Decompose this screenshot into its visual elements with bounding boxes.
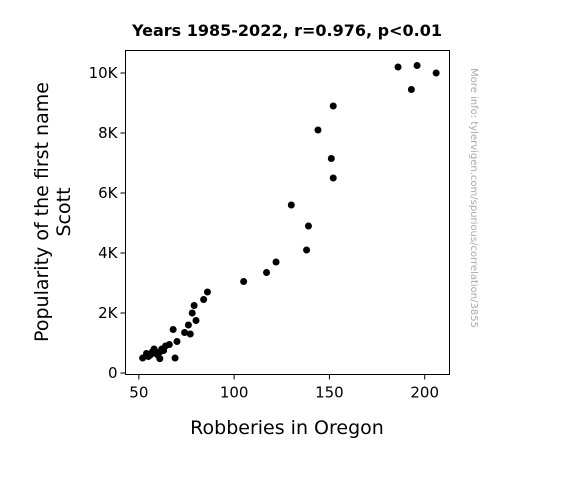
data-point bbox=[169, 326, 177, 333]
data-point bbox=[394, 63, 402, 71]
x-axis-label: Robberies in Oregon bbox=[190, 417, 384, 439]
data-point bbox=[327, 155, 335, 162]
y-tick-label: 6K bbox=[98, 184, 119, 202]
data-point bbox=[240, 278, 248, 285]
data-point bbox=[407, 86, 415, 93]
data-point bbox=[192, 317, 200, 324]
data-point bbox=[432, 69, 440, 77]
y-tick-label: 2K bbox=[98, 304, 119, 322]
data-point bbox=[188, 309, 196, 317]
data-point bbox=[173, 338, 181, 345]
data-points bbox=[139, 62, 440, 363]
x-tick-label: 150 bbox=[315, 384, 344, 402]
data-point bbox=[329, 102, 337, 110]
y-axis-label: Popularity of the first name Scott bbox=[31, 82, 75, 342]
x-tick-label: 200 bbox=[410, 384, 439, 402]
data-point bbox=[314, 126, 322, 134]
data-point bbox=[200, 296, 208, 303]
data-point bbox=[171, 354, 179, 362]
data-point bbox=[329, 174, 337, 182]
x-tick-label: 50 bbox=[129, 384, 148, 402]
data-point bbox=[181, 329, 189, 336]
source-note: More info: tylervigen.com/spurious/corre… bbox=[468, 68, 479, 328]
y-tick-label: 0 bbox=[108, 364, 118, 382]
y-tick-label: 4K bbox=[98, 244, 119, 262]
y-axis-label-line-2: Scott bbox=[53, 187, 75, 236]
data-point bbox=[203, 288, 211, 296]
x-axis-ticks: 50 100 150 200 bbox=[129, 374, 439, 402]
data-point bbox=[287, 201, 295, 209]
x-tick-label: 100 bbox=[220, 384, 249, 402]
data-point bbox=[186, 330, 194, 338]
data-point bbox=[272, 258, 280, 266]
y-tick-label: 10K bbox=[89, 64, 119, 82]
data-point bbox=[303, 246, 311, 254]
y-axis-label-line-1: Popularity of the first name bbox=[31, 82, 53, 342]
data-point bbox=[184, 321, 192, 329]
plot-frame bbox=[125, 50, 450, 375]
data-point bbox=[156, 355, 164, 363]
y-axis-ticks: 0 2K 4K 6K 8K 10K bbox=[89, 64, 126, 382]
data-point bbox=[165, 341, 173, 348]
y-tick-label: 8K bbox=[98, 124, 119, 142]
data-point bbox=[190, 302, 198, 309]
data-point bbox=[413, 62, 421, 69]
chart-title: Years 1985-2022, r=0.976, p<0.01 bbox=[131, 21, 442, 40]
data-point bbox=[304, 222, 312, 230]
source-note-text: More info: tylervigen.com/spurious/corre… bbox=[468, 68, 479, 328]
data-point bbox=[263, 269, 271, 276]
